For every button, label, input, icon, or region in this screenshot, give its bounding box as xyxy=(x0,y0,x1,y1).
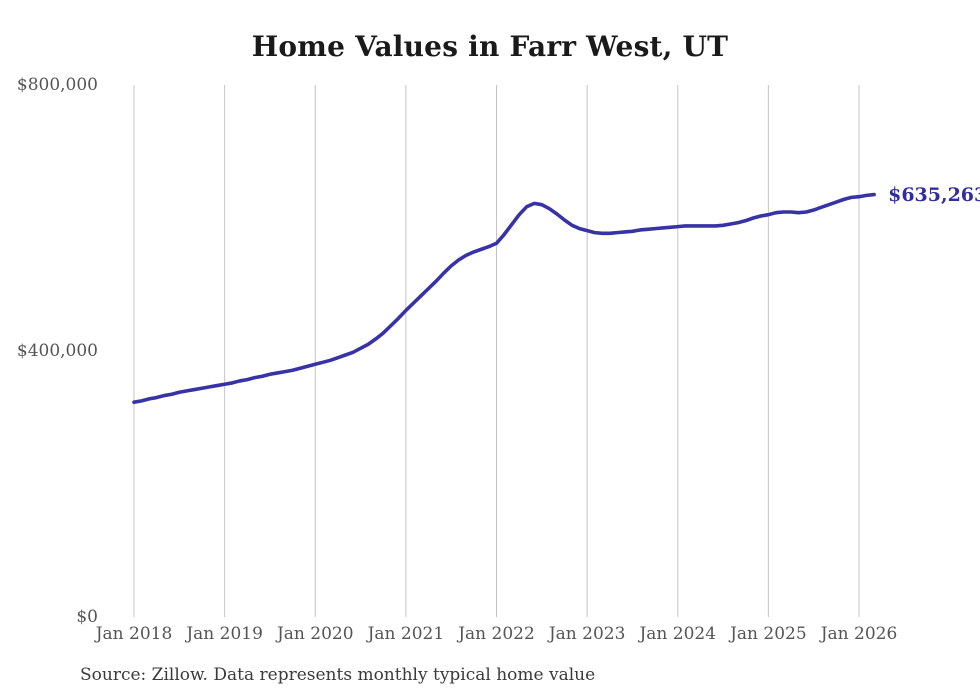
y-tick-label: $400,000 xyxy=(16,341,98,361)
x-tick-label: Jan 2021 xyxy=(367,624,445,644)
x-tick-label: Jan 2023 xyxy=(548,624,626,644)
y-tick-label: $800,000 xyxy=(16,75,98,95)
x-tick-label: Jan 2024 xyxy=(639,624,717,644)
y-tick-label: $0 xyxy=(76,607,98,627)
x-tick-label: Jan 2025 xyxy=(730,624,807,644)
x-tick-label: Jan 2020 xyxy=(276,624,354,644)
chart-title: Home Values in Farr West, UT xyxy=(251,30,729,63)
home-value-series-line xyxy=(132,192,876,405)
gridline-group xyxy=(133,85,860,617)
source-note: Source: Zillow. Data represents monthly … xyxy=(80,665,596,685)
x-tick-label: Jan 2018 xyxy=(95,624,173,644)
x-tick-label: Jan 2026 xyxy=(820,624,898,644)
x-tick-label: Jan 2019 xyxy=(186,624,263,644)
latest-value-label: $635,263 xyxy=(888,183,980,206)
x-tick-label: Jan 2022 xyxy=(458,624,535,644)
